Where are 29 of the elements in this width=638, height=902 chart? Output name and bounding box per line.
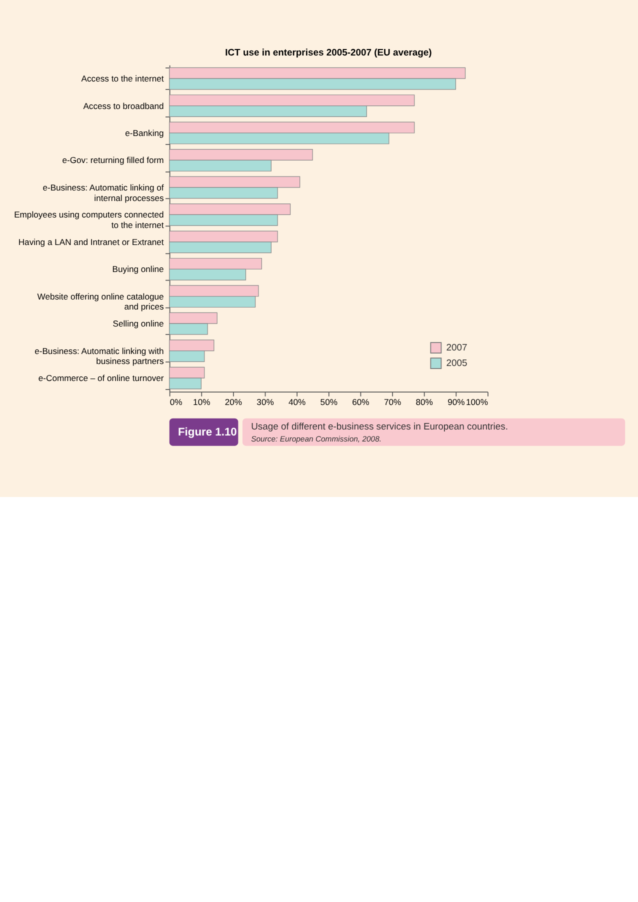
x-tick-label: 70% [384,396,402,407]
y-tick-label: Buying online [112,264,164,274]
text: Usage of different e-business services in European countries. [251,421,508,432]
x-tick-label: 100% [466,396,488,407]
y-tick-label: Website offering online catalogue and prices [37,291,164,312]
y-tick-label: e-Gov: returning filled form [62,155,164,166]
x-tick-label: 60% [352,396,370,407]
y-tick-label: e-Business: Automatic linking of internal processes [42,182,164,203]
y-tick-label: Selling online [112,318,164,329]
y-tick-label: e-Commerce – of online turnover [38,373,164,384]
x-tick-label: 50% [320,396,338,407]
y-tick-label: Access to broadband [83,100,164,111]
x-tick-label: 40% [288,396,306,407]
y-tick-label: Having a LAN and Intranet or Extranet [18,236,164,247]
chart-title: ICT use in enterprises 2005-2007 (EU average) [225,47,432,58]
x-tick-label: 30% [256,396,274,407]
legend-label: 2005 [446,358,468,369]
x-tick-label: 0% [170,396,183,407]
x-tick-label: 10% [193,396,211,407]
y-tick-label: e-Banking [125,128,164,138]
x-tick-label: 90% [448,396,466,407]
y-tick-label: e-Business: Automatic linking with business partners [34,346,164,366]
x-tick-label: 20% [224,396,242,407]
legend-label: 2007 [446,342,468,354]
source-note: Source: European Commission, 2008. [251,434,382,444]
x-tick-label: 80% [416,396,434,407]
y-tick-label: Employees using computers connected to the internet [14,210,164,230]
caption: Figure 1.10 [178,426,237,439]
y-tick-label: Access to the internet [81,74,164,84]
